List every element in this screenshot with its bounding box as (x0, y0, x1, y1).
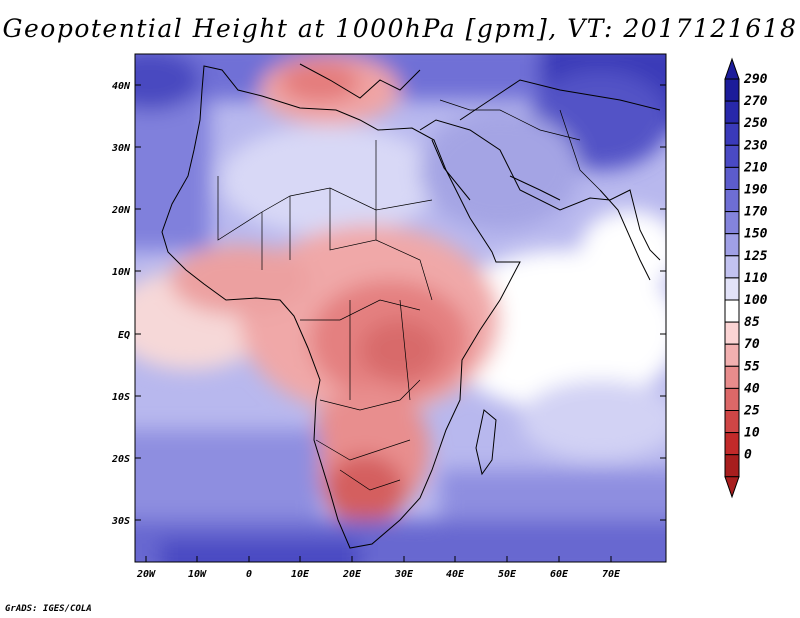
colorbar-swatch (724, 299, 740, 323)
lat-label: 20S (111, 454, 130, 465)
colorbar-label: 250 (743, 116, 768, 131)
lon-label: 20W (136, 569, 156, 580)
lat-label: 30S (111, 516, 130, 527)
colorbar-swatch (724, 189, 740, 213)
lat-label: 10N (112, 267, 131, 278)
map-frame (134, 53, 667, 563)
colorbar-label: 100 (744, 293, 768, 308)
lat-label: 10S (112, 392, 130, 403)
colorbar-label: 125 (744, 249, 768, 264)
colorbar-swatch (724, 122, 740, 146)
colorbar-label: 25 (743, 404, 760, 419)
lon-label: 50E (498, 569, 517, 580)
colorbar-label: 10 (744, 426, 760, 441)
colorbar-label: 70 (744, 337, 760, 352)
lon-label: 0 (246, 569, 252, 580)
colorbar-label: 55 (744, 359, 760, 374)
lon-label: 40E (446, 569, 465, 580)
colorbar-swatch (724, 144, 740, 168)
grads-credit: GrADS: IGES/COLA (5, 604, 92, 614)
latitude-labels: 40N 30N 20N 10N EQ 10S 20S 30S (111, 81, 131, 527)
colorbar-arrow-bottom (724, 476, 740, 499)
colorbar-swatch (724, 410, 740, 434)
map-title: Geopotential Height at 1000hPa [gpm], VT… (2, 14, 798, 43)
colorbar-label: 290 (743, 72, 768, 87)
colorbar-swatch (724, 211, 740, 235)
lat-label: 30N (111, 143, 131, 154)
colorbar-label: 190 (744, 183, 768, 198)
geopotential-field (135, 54, 666, 562)
colorbar-label: 0 (744, 448, 752, 463)
lon-label: 30E (394, 569, 414, 580)
lon-label: 20E (342, 569, 362, 580)
lat-label: 20N (111, 205, 131, 216)
colorbar-label: 270 (743, 94, 768, 109)
colorbar-swatch (724, 233, 740, 257)
country-borders (217, 99, 601, 491)
colorbar-label: 40 (744, 381, 760, 396)
lon-label: 60E (550, 569, 569, 580)
colorbar-swatch (724, 255, 740, 279)
colorbar-swatch (724, 321, 740, 345)
colorbar-swatch (724, 343, 740, 367)
coastlines (161, 63, 661, 549)
colorbar-label: 170 (744, 205, 768, 220)
colorbar-label: 110 (744, 271, 768, 286)
colorbar-swatch (724, 454, 740, 478)
colorbar-label: 150 (744, 227, 768, 242)
colorbar-label: 85 (744, 315, 760, 330)
lon-label: 10W (188, 569, 207, 580)
colorbar-label: 210 (743, 160, 768, 175)
colorbar-swatch (724, 100, 740, 124)
colorbar-arrow-top (724, 57, 740, 80)
lon-label: 10E (291, 569, 310, 580)
colorbar-swatch (724, 387, 740, 411)
colorbar: 2902702502302101901701501251101008570554… (724, 57, 768, 499)
lon-label: 70E (602, 569, 621, 580)
colorbar-swatch (724, 365, 740, 389)
colorbar-swatch (724, 277, 740, 301)
colorbar-label: 230 (743, 138, 768, 153)
longitude-labels: 20W 10W 0 10E 20E 30E 40E 50E 60E 70E (136, 569, 621, 580)
colorbar-swatch (724, 432, 740, 456)
lat-label: 40N (112, 81, 131, 92)
lat-label: EQ (118, 330, 130, 341)
colorbar-swatch (724, 78, 740, 102)
colorbar-swatch (724, 166, 740, 190)
